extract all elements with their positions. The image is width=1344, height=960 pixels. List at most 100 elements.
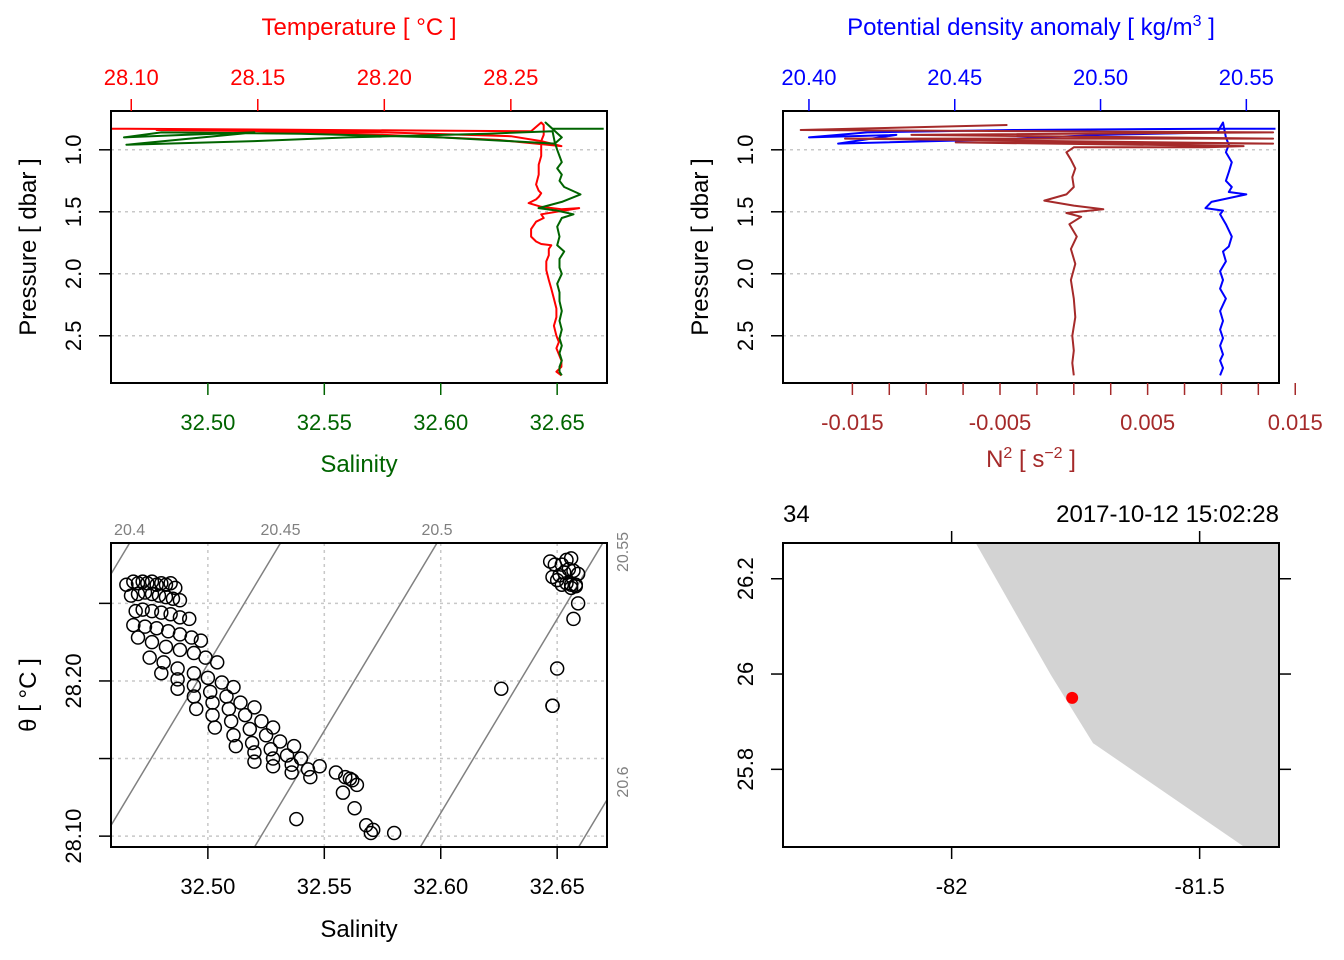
ts-point	[272, 734, 288, 749]
ts-point	[209, 655, 225, 670]
ts-point	[207, 720, 223, 735]
tick-label: 28.10	[61, 809, 86, 864]
tick-label: 32.65	[530, 874, 585, 899]
ts-point	[137, 585, 153, 600]
theta-axis-label: θ [ °C ]	[15, 658, 42, 732]
tick-label: 32.50	[180, 410, 235, 435]
tick-label: 1.0	[61, 135, 86, 166]
density-axis-label: Potential density anomaly [ kg/m3 ]	[847, 13, 1215, 41]
ts-point	[144, 603, 160, 619]
ts-point	[170, 681, 185, 696]
tick-label: 28.15	[230, 65, 285, 90]
ts-point	[365, 822, 381, 838]
tick-label: -82	[936, 874, 968, 899]
tick-label: 32.60	[413, 410, 468, 435]
ts-point	[163, 606, 178, 622]
ts-point	[142, 650, 157, 665]
temperature-axis-label: Temperature [ °C ]	[262, 14, 457, 41]
ts-point	[200, 670, 216, 686]
ts-point	[163, 575, 178, 591]
land-polygon	[975, 543, 1279, 847]
ts-point	[221, 701, 237, 717]
ts-point	[303, 769, 318, 785]
ts-point	[289, 811, 304, 827]
ts-point	[549, 661, 565, 676]
tick-label: 0.015	[1268, 410, 1323, 435]
ts-point	[144, 634, 160, 650]
plot-frame	[110, 110, 608, 384]
tick-label: 2.5	[61, 320, 86, 351]
ts-point	[154, 665, 169, 681]
ts-point	[193, 633, 209, 648]
plot-frame	[110, 542, 608, 848]
temperature-axis: 28.10 28.15 28.20 28.25	[104, 65, 538, 111]
salinity-axis: 32.50 32.55 32.60 32.65	[180, 847, 585, 899]
ts-point	[226, 679, 241, 695]
series-line-temperature	[110, 121, 581, 377]
ts-point	[151, 588, 167, 603]
ts-point	[265, 751, 281, 766]
longitude-axis: -82 -81.5	[936, 847, 1225, 899]
ts-point	[566, 563, 581, 579]
station-dot	[1066, 691, 1079, 704]
ts-point	[263, 741, 278, 757]
ts-point	[170, 672, 185, 687]
ts-point	[265, 759, 281, 774]
ts-point	[349, 777, 365, 793]
map-frame	[782, 542, 1280, 848]
station-marker	[1066, 691, 1079, 704]
ts-point	[158, 639, 174, 655]
isopycnal-line	[419, 543, 604, 847]
panel-density-n2-profile: 20.40 20.45 20.50 20.55 -0.015 -0.005 0.005 0.…	[687, 13, 1323, 473]
density-axis: 20.40 20.45 20.50 20.55	[781, 65, 1274, 111]
pressure-gridlines	[783, 149, 1279, 337]
ts-point	[165, 591, 181, 606]
ts-point	[172, 642, 188, 658]
ts-point	[186, 678, 202, 693]
tick-label: -0.015	[821, 410, 883, 435]
ts-point	[130, 586, 146, 602]
tick-label: 32.60	[413, 874, 468, 899]
isopycnal-label: 20.55	[615, 532, 632, 572]
ts-point	[205, 707, 220, 723]
tick-label: 2.0	[61, 258, 86, 289]
pressure-gridlines	[111, 149, 607, 337]
pressure-axis-label: Pressure [ dbar ]	[15, 158, 42, 335]
tick-label: 26	[733, 662, 758, 686]
tick-label: 20.45	[927, 65, 982, 90]
ts-point	[170, 661, 185, 676]
ts-point	[244, 735, 260, 751]
station-id-label: 34	[783, 501, 810, 528]
tick-label: 2.0	[733, 258, 758, 289]
ts-point	[186, 665, 202, 681]
salinity-axis-label: Salinity	[320, 451, 397, 478]
ts-point	[566, 611, 581, 627]
n2-axis: -0.015 -0.005 0.005 0.015	[821, 383, 1323, 435]
ts-point	[128, 603, 143, 619]
ts-point	[158, 589, 174, 605]
tick-label: 32.50	[180, 874, 235, 899]
ts-point	[347, 800, 362, 816]
isopycnal-line	[253, 543, 438, 847]
tick-label: 1.0	[733, 135, 758, 166]
tick-label: -0.005	[969, 410, 1031, 435]
ts-point	[247, 745, 262, 760]
tick-label: 20.55	[1219, 65, 1274, 90]
isopycnal-lines	[111, 543, 607, 847]
ts-point	[233, 695, 248, 710]
salinity-axis: 32.50 32.55 32.60 32.65	[180, 383, 585, 435]
ts-gridlines	[111, 543, 607, 847]
pressure-axis-label: Pressure [ dbar ]	[687, 158, 714, 335]
ts-point	[188, 701, 204, 717]
tick-label: 28.25	[483, 65, 538, 90]
tick-label: 28.20	[357, 65, 412, 90]
ts-point	[386, 825, 402, 841]
ts-point	[247, 754, 262, 769]
ts-point	[172, 610, 188, 625]
series-line-salinity	[123, 121, 604, 376]
ts-points	[119, 551, 586, 841]
ts-point	[181, 611, 197, 627]
station-time-label: 2017-10-12 15:02:28	[1056, 501, 1279, 528]
tick-label: 26.2	[733, 557, 758, 600]
